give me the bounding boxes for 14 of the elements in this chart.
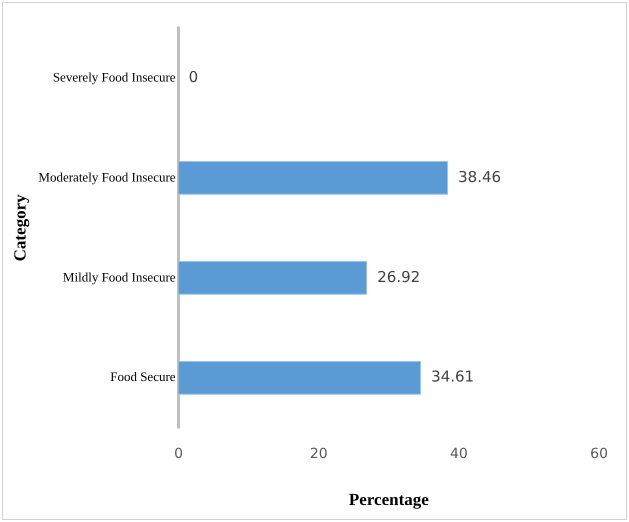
data-label: 0	[188, 68, 198, 86]
data-label: 34.61	[431, 368, 474, 386]
x-tick-label: 20	[310, 446, 328, 462]
x-tick-label: 60	[590, 446, 608, 462]
x-tick-label: 40	[450, 446, 468, 462]
y-tick-label: Severely Food Insecure	[52, 69, 176, 84]
y-tick-label: Food Secure	[110, 369, 176, 384]
data-label: 26.92	[377, 268, 420, 286]
data-label: 38.46	[458, 168, 502, 186]
x-tick-label: 0	[174, 446, 184, 462]
y-tick-label: Mildly Food Insecure	[62, 269, 176, 284]
y-tick-label: Moderately Food Insecure	[38, 169, 176, 184]
x-axis-title: Percentage	[348, 490, 430, 510]
y-axis-title: Category	[10, 194, 30, 262]
